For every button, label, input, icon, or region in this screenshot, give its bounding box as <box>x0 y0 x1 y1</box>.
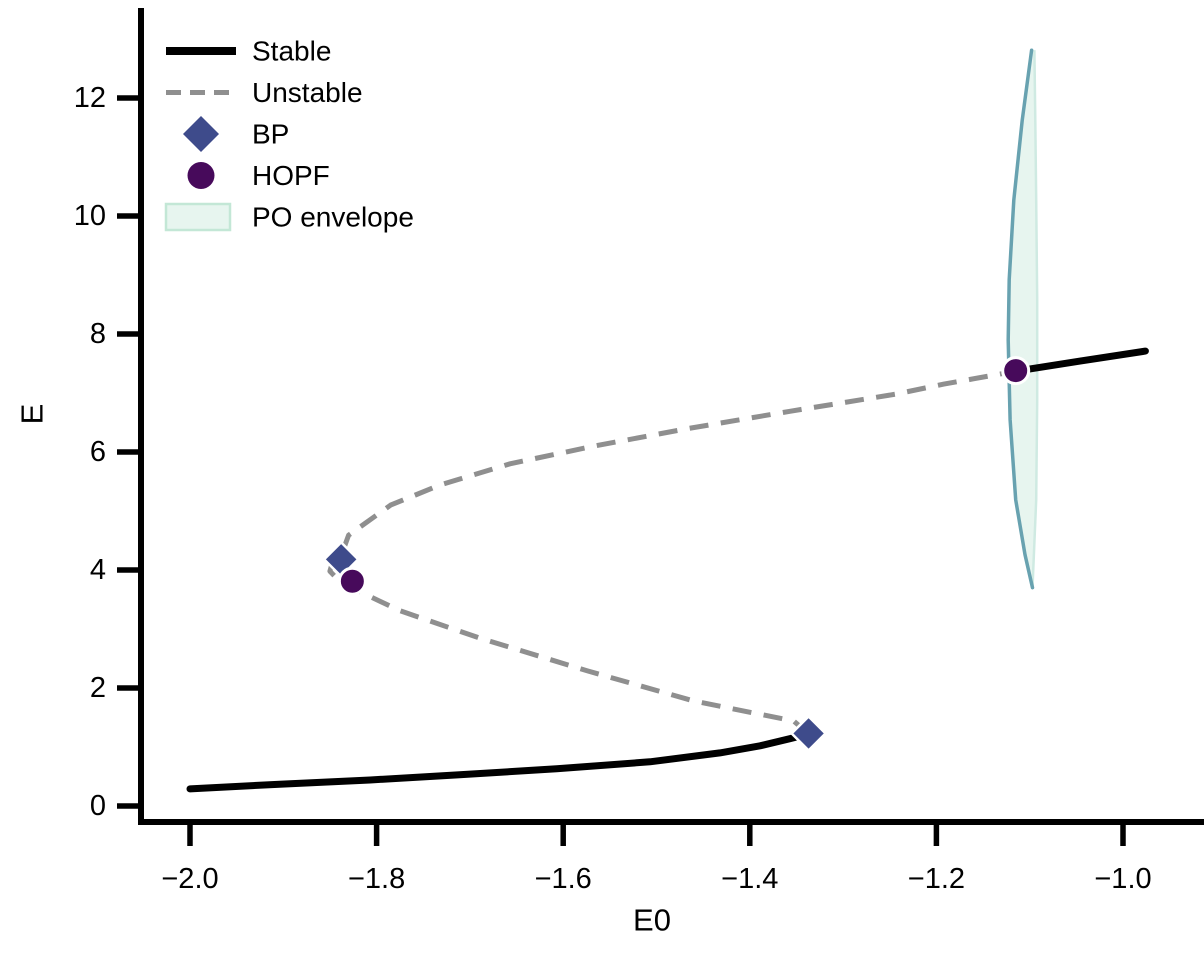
x-tick-label: −1.6 <box>535 863 592 895</box>
y-tick-label: 12 <box>74 82 106 114</box>
legend-item-po-envelope: PO envelope <box>164 202 414 233</box>
y-axis-label: E <box>15 404 50 425</box>
po-envelope-right-edge <box>1031 50 1039 588</box>
x-tick-label: −1.4 <box>721 863 778 895</box>
legend-hopf-circle <box>187 162 215 189</box>
y-tick-label: 8 <box>90 318 106 350</box>
x-axis-label: E0 <box>633 903 671 938</box>
hopf-marker-2 <box>1001 356 1031 386</box>
legend-bp-diamond <box>183 116 219 152</box>
y-tick-label: 2 <box>90 672 106 704</box>
x-tick-label: −1.0 <box>1094 863 1151 895</box>
y-tick-label: 10 <box>74 200 106 232</box>
x-tick-label: −2.0 <box>161 863 218 895</box>
y-tick-label: 0 <box>90 790 106 822</box>
legend-item-unstable: Unstable <box>166 77 363 108</box>
po-envelope-max-curve <box>1006 48 1035 590</box>
branch-curves-layer <box>186 347 1149 793</box>
legend-label-unstable: Unstable <box>252 77 363 108</box>
legend-item-hopf: HOPF <box>187 160 330 191</box>
bifurcation-points-layer <box>322 356 1031 753</box>
legend-label-po-envelope: PO envelope <box>252 202 414 233</box>
legend: Stable Unstable BP HOPF PO envelope <box>164 36 414 233</box>
po-envelope-layer <box>1006 48 1039 590</box>
legend-item-bp: BP <box>183 116 289 152</box>
y-tick-label: 4 <box>90 554 106 586</box>
stable-branch-line-0 <box>186 730 813 793</box>
bp-marker-2 <box>789 714 828 753</box>
legend-label-stable: Stable <box>252 36 331 67</box>
legend-po-envelope-patch <box>164 202 232 232</box>
axes-layer: −2.0 −1.8 −1.6 −1.4 −1.2 −1.0 0 2 4 6 8 10 12 <box>74 8 1204 895</box>
hopf-marker-1 <box>337 566 367 596</box>
x-tick-label: −1.8 <box>348 863 405 895</box>
stable-branch-line-2 <box>1012 347 1149 375</box>
unstable-branch-line <box>327 368 1017 736</box>
legend-label-bp: BP <box>252 119 289 150</box>
x-tick-label: −1.2 <box>908 863 965 895</box>
legend-label-hopf: HOPF <box>252 160 330 191</box>
legend-item-stable: Stable <box>166 36 331 67</box>
y-tick-label: 6 <box>90 436 106 468</box>
